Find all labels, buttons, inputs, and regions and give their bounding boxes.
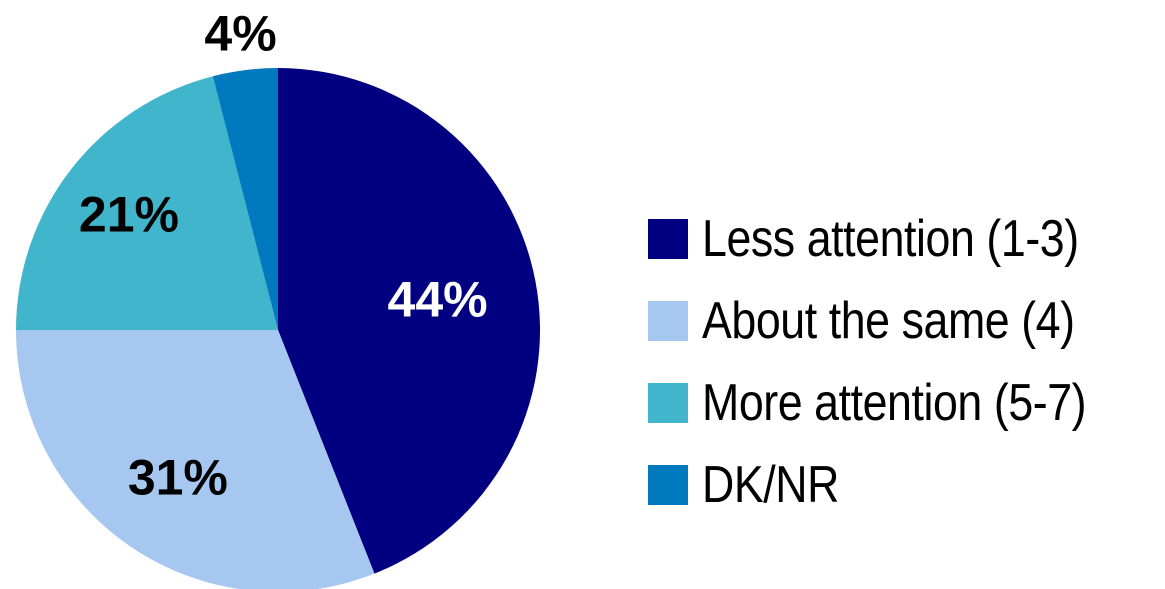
slice-more-attention: [16, 76, 278, 331]
legend-swatch: [648, 465, 688, 505]
legend-swatch: [648, 301, 688, 341]
legend-label: Less attention (1-3): [702, 210, 1079, 268]
pie-data-labels: 44% 31% 21% 4%: [79, 6, 488, 506]
slice-dk-nr: [212, 68, 278, 330]
legend-item-more-attention: More attention (5-7): [648, 362, 1149, 444]
legend-item-about-the-same: About the same (4): [648, 280, 1149, 362]
slice-less-attention: [278, 68, 540, 574]
legend-label: DK/NR: [702, 456, 839, 514]
legend-swatch: [648, 383, 688, 423]
data-label: 4%: [204, 6, 276, 62]
legend-label: More attention (5-7): [702, 374, 1087, 432]
slice-about-the-same: [16, 330, 375, 589]
legend-label: About the same (4): [702, 292, 1075, 350]
legend-item-less-attention: Less attention (1-3): [648, 198, 1149, 280]
legend: Less attention (1-3) About the same (4) …: [648, 198, 1149, 526]
data-label: 44%: [388, 272, 488, 328]
legend-swatch: [648, 219, 688, 259]
legend-item-dk-nr: DK/NR: [648, 444, 1149, 526]
data-label: 21%: [79, 186, 179, 242]
data-label: 31%: [128, 449, 228, 505]
pie-slices: [16, 68, 540, 589]
